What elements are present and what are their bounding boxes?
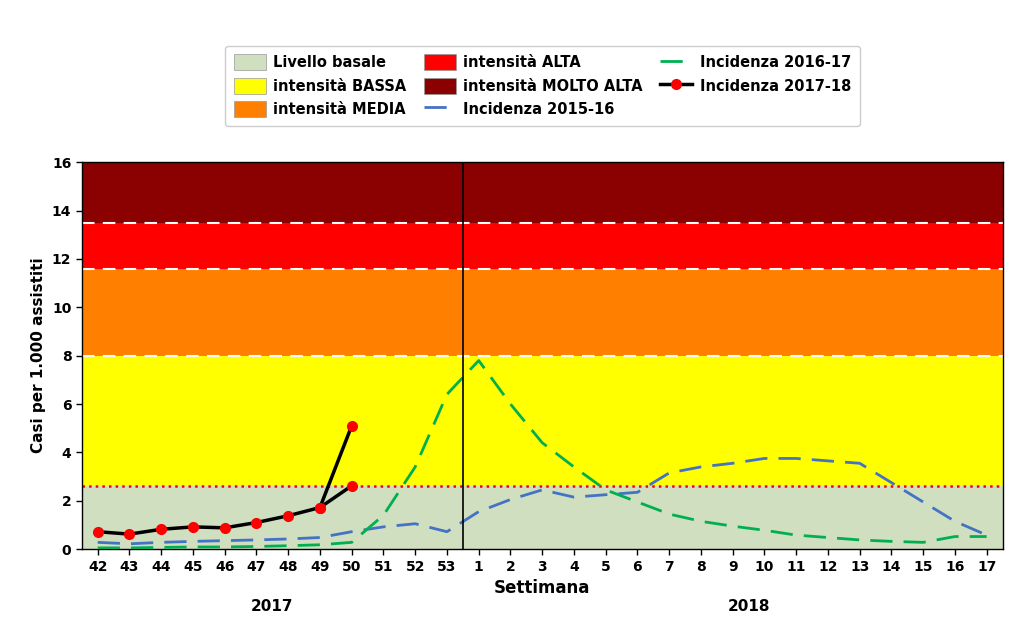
Legend: Livello basale, intensità BASSA, intensità MEDIA, intensità ALTA, intensità MOLT: Livello basale, intensità BASSA, intensi… [225,46,859,125]
Text: 2018: 2018 [727,600,769,615]
Y-axis label: Casi per 1.000 assistiti: Casi per 1.000 assistiti [32,258,46,454]
Text: 2017: 2017 [251,600,294,615]
Bar [82,223,1003,268]
X-axis label: Settimana: Settimana [494,579,590,597]
Bar [82,162,1003,223]
Bar [82,356,1003,486]
Bar [82,486,1003,549]
Bar [82,268,1003,356]
